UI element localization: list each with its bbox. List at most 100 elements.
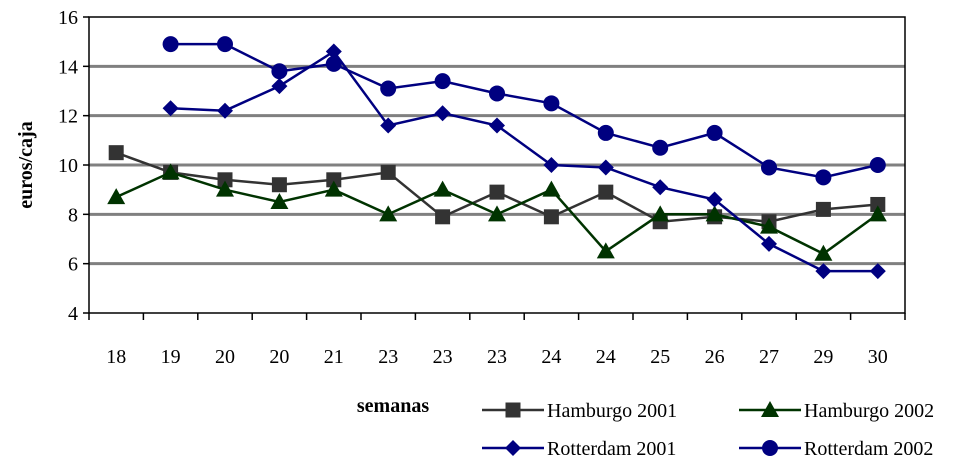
legend-label: Hamburgo 2002 [804,400,934,422]
legend-item: Rotterdam 2001 [482,438,676,460]
data-point [107,188,126,205]
x-tick-label: 20 [269,346,289,368]
tick-labels: 4 6 8 10 12 14 16 18 19 20 20 21 23 23 23 24 24 25 26 27 29 3… [58,7,888,368]
y-tick-label: 6 [68,254,78,276]
y-tick-label: 12 [58,106,78,128]
data-point [869,263,886,280]
data-point [542,180,561,197]
y-tick-label: 14 [58,56,78,78]
x-tick-label: 18 [106,346,126,368]
data-point [760,217,778,234]
x-tick-label: 23 [433,346,453,368]
legend-label: Rotterdam 2001 [547,438,676,460]
data-point [379,205,398,222]
data-point [815,169,832,186]
series-hamburgo-2002 [107,163,887,261]
legend-marker [762,440,778,456]
x-tick-label: 20 [215,346,235,368]
x-axis-title: semanas [357,395,429,417]
data-point [543,95,560,112]
y-tick-label: 4 [68,303,78,325]
x-tick-label: 23 [378,346,398,368]
data-point [488,205,506,222]
legend-marker [761,401,779,417]
data-point [325,43,342,60]
data-point [217,172,233,188]
data-point [217,102,233,119]
data-point [162,100,179,117]
data-point [815,263,832,280]
legend-item: Hamburgo 2002 [739,400,934,422]
data-point [652,139,669,156]
data-point [706,124,723,141]
data-point [161,163,180,180]
data-point [597,124,614,141]
x-tick-label: 24 [541,346,561,368]
data-point [761,159,777,176]
data-point [489,117,505,134]
y-tick-label: 10 [58,155,78,177]
legend-item: Rotterdam 2002 [739,438,933,460]
series-line [170,42,879,179]
series-line [170,49,878,273]
x-tick-label: 29 [813,346,833,368]
series-rotterdam-2002 [162,36,886,186]
data-point [706,191,723,208]
data-point [271,63,288,80]
data-point [870,196,886,212]
legend-label: Rotterdam 2002 [804,438,933,460]
x-tick-label: 30 [868,346,888,368]
data-point [597,159,614,176]
legend-label: Hamburgo 2001 [547,400,677,422]
data-point [271,177,287,193]
data-point [324,180,343,197]
data-point [108,145,124,161]
data-point [815,201,831,217]
data-point [270,193,289,209]
data-point [326,172,342,188]
x-tick-label: 26 [705,346,725,368]
legend-marker [505,440,521,456]
x-tick-label: 21 [324,346,344,368]
data-point [380,80,397,97]
data-point [814,244,833,261]
data-point [434,73,451,90]
data-point [869,157,886,173]
data-point [598,184,614,200]
data-point [433,180,452,197]
data-point [652,179,669,196]
data-point [596,242,615,259]
x-tick-label: 27 [759,346,779,368]
data-point [216,180,234,197]
x-tick-label: 23 [487,346,507,368]
data-point [705,205,724,222]
data-point [434,105,451,122]
y-tick-label: 8 [68,204,78,226]
data-point [868,205,887,222]
legend-item: Hamburgo 2001 [482,400,677,422]
series-rotterdam-2001 [162,43,886,280]
data-point [543,157,560,173]
data-point [162,36,179,53]
data-point [380,164,396,180]
data-point [217,36,233,53]
data-point [761,235,777,252]
legend-marker [505,402,521,418]
data-point [325,55,342,72]
data-point [489,85,505,102]
data-point [380,117,397,134]
x-tick-label: 24 [596,346,616,368]
y-axis-title: euros/caja [15,121,37,208]
data-point [543,209,559,225]
data-point [271,78,288,95]
x-tick-label: 19 [161,346,181,368]
x-tick-label: 25 [650,346,670,368]
series-group [107,36,887,280]
data-point [651,205,670,222]
data-point [489,184,505,200]
axis-ticks [83,16,906,320]
legend: Hamburgo 2001 Hamburgo 2002 Rotterdam 2001… [482,400,934,460]
y-tick-label: 16 [58,7,78,29]
data-point [435,209,451,225]
